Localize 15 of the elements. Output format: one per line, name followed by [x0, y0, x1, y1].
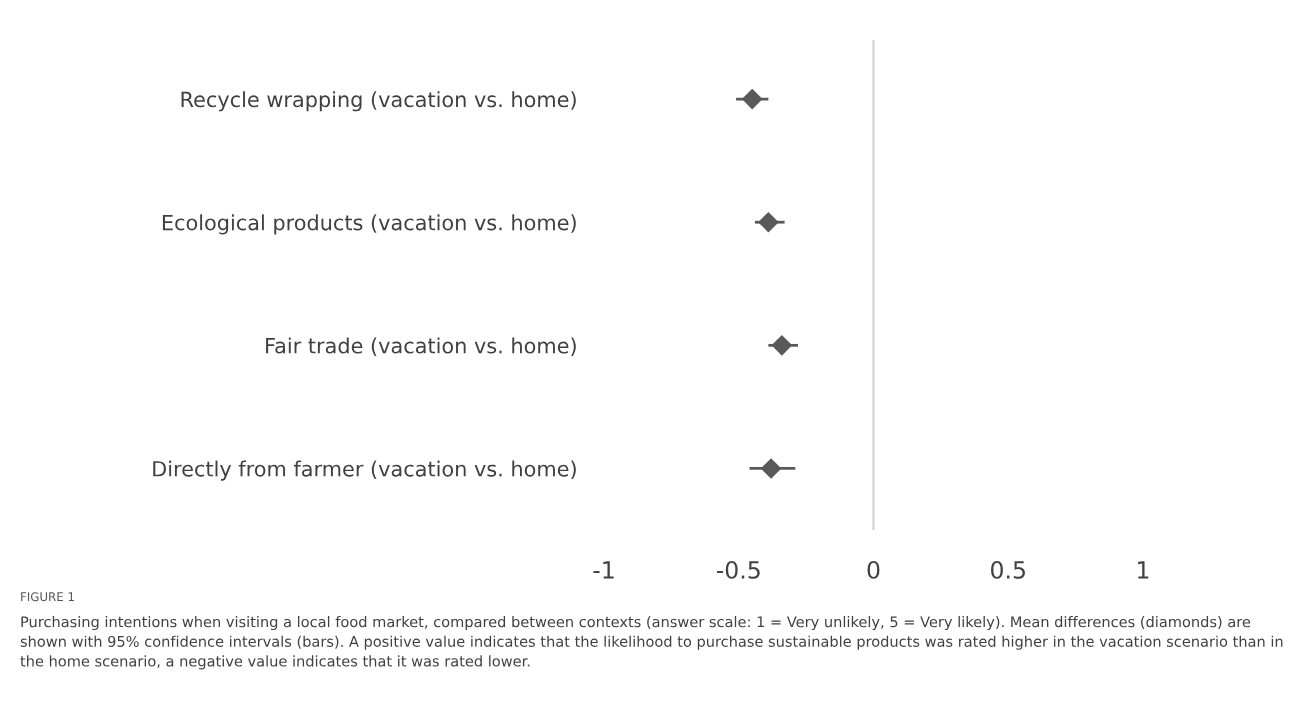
text: Purchasing intentions when visiting a local food market, compared between contexts (answer scale: 1 = Very unlikely, 5 = Very likely). Mean differences (diamonds) are shown with 95% confidence intervals (bars). A positive value indicates that the likelihood to purchase sustainable products was rated higher in the vacation scenario than in the home scenario, a negative value indicates that it was rated lower.	[20, 616, 1283, 670]
x-tick-label: 0.5	[991, 560, 1025, 579]
point	[771, 335, 793, 356]
x-tick-label: -0.5	[716, 560, 760, 579]
y-tick-label: Fair trade (vacation vs. home)	[266, 337, 576, 356]
point	[760, 458, 782, 479]
x-tick-label: -1	[593, 561, 614, 579]
point	[758, 211, 779, 233]
point	[741, 88, 763, 110]
x-tick-label: 1	[1138, 561, 1149, 579]
caption: FIGURE 1	[21, 592, 74, 602]
y-tick-label: Directly from farmer (vacation vs. home)	[153, 460, 576, 481]
x-tick-label: 0	[867, 560, 880, 579]
y-tick-label: Recycle wrapping (vacation vs. home)	[181, 91, 576, 112]
y-tick-label: Ecological products (vacation vs. home)	[162, 214, 576, 235]
